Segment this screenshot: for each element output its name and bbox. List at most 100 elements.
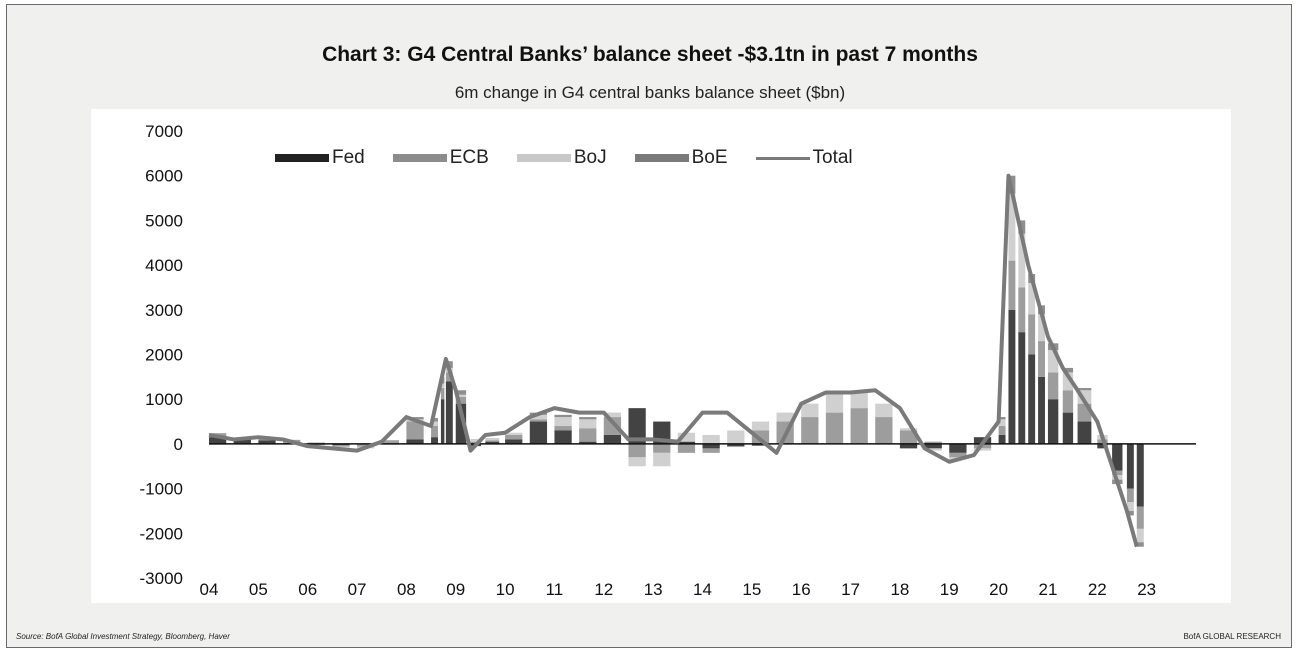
bar-ecb [825, 412, 844, 444]
legend-swatch-boj [516, 154, 571, 162]
y-tick-label: -2000 [140, 524, 183, 543]
bar-boe [1136, 542, 1144, 547]
bar-boj [470, 439, 481, 442]
bar-fed [209, 437, 227, 444]
bar-boj [431, 421, 438, 427]
x-tick-label: 20 [989, 580, 1008, 599]
bar-boj [924, 448, 942, 451]
chart-subtitle: 6m change in G4 central banks balance sh… [454, 83, 846, 102]
bar-fed [677, 441, 696, 444]
legend-label-boe: BoE [691, 147, 728, 168]
bar-ecb [899, 430, 918, 444]
y-tick-label: 5000 [145, 211, 183, 230]
bar-ecb [505, 434, 523, 440]
bar-ecb [850, 408, 868, 444]
y-tick-label: 4000 [145, 256, 183, 275]
bar-fed [505, 439, 523, 444]
bar-ecb [1008, 260, 1016, 310]
bar-boe [1077, 388, 1092, 391]
bar-boj [875, 403, 893, 418]
legend-label-fed: Fed [332, 147, 365, 168]
bar-ecb [529, 419, 548, 422]
bar-ecb [579, 428, 597, 442]
bar-boj [973, 448, 992, 451]
bar-ecb [1126, 488, 1134, 503]
bar-ecb [440, 388, 445, 400]
bar-ecb [332, 445, 350, 447]
bar-boj [998, 419, 1006, 427]
bar-fed [554, 430, 572, 444]
bar-boj [801, 403, 819, 418]
bar-boj [1008, 193, 1016, 261]
bar-boj [899, 428, 918, 431]
bar-fed [579, 441, 597, 444]
bar-boj [776, 412, 794, 422]
bar-boe [579, 417, 597, 420]
x-tick-label: 23 [1137, 580, 1156, 599]
bar-fed [440, 399, 445, 444]
bar-boj [440, 383, 445, 389]
x-tick-label: 12 [594, 580, 613, 599]
y-tick-label: 3000 [145, 301, 183, 320]
bar-ecb [1028, 314, 1036, 355]
plot-area: 7000 6000 5000 4000 3000 2000 1000 0 -1000 -2000 -… [91, 109, 1231, 603]
bar-boj [529, 414, 548, 420]
bar-ecb [1038, 341, 1045, 377]
bar-boj [579, 419, 597, 429]
bar-boj [1018, 233, 1026, 288]
x-tick-label: 13 [644, 580, 663, 599]
bar-fed [233, 439, 251, 444]
legend: Fed ECB BoJ BoE Total [275, 147, 881, 169]
bar-fed [1062, 412, 1074, 444]
bar-ecb [406, 421, 424, 440]
bar-ecb [653, 443, 671, 453]
bar-ecb [677, 443, 696, 453]
bar-fed [998, 434, 1006, 444]
x-tick-label: 07 [348, 580, 367, 599]
bar-ecb [445, 372, 453, 382]
legend-label-boj: BoJ [573, 147, 607, 168]
bar-fed [406, 439, 424, 444]
bar-ecb [1047, 372, 1059, 400]
bar-fed [485, 441, 500, 444]
bar-ecb [455, 396, 467, 404]
bar-fed [727, 443, 745, 447]
bar-fed [949, 443, 967, 453]
bar-boj [1047, 350, 1059, 373]
bar-boj [554, 417, 572, 427]
bar-boj [455, 394, 467, 397]
bar-ecb [875, 417, 893, 444]
bar-boj [850, 392, 868, 409]
legend-item-total: Total [755, 147, 853, 169]
bar-ecb [381, 441, 399, 444]
chart-title: Chart 3: G4 Central Banks’ balance sheet… [322, 43, 978, 66]
x-tick-label: 16 [792, 580, 811, 599]
bar-fed [924, 443, 942, 449]
x-tick-label: 04 [200, 580, 219, 599]
bar-ecb [1062, 390, 1074, 413]
bar-boj [751, 421, 770, 431]
chart-svg: 7000 6000 5000 4000 3000 2000 1000 0 -1000 -2000 -… [140, 122, 1196, 599]
bar-boe [1126, 510, 1134, 516]
bar-ecb [801, 417, 819, 444]
legend-label-ecb: ECB [449, 147, 489, 168]
bar-boj [702, 434, 720, 444]
bar-fed [1077, 421, 1092, 444]
legend-swatch-boe [634, 154, 689, 162]
bar-ecb [1136, 506, 1144, 529]
bar-fed [1018, 332, 1026, 444]
bar-fed [1038, 376, 1045, 444]
bar-fed [1028, 354, 1036, 444]
x-tick-label: 09 [446, 580, 465, 599]
bar-fed [258, 440, 276, 444]
bar-boj [1028, 282, 1036, 315]
legend-item-fed: Fed [275, 147, 365, 169]
x-tick-label: 21 [1038, 580, 1057, 599]
bar-boe [431, 417, 438, 422]
bar-fed [529, 421, 548, 444]
bar-ecb [431, 426, 438, 438]
bar-boj [653, 452, 671, 467]
y-tick-label: 0 [174, 435, 183, 454]
y-tick-label: 2000 [145, 346, 183, 365]
x-tick-label: 05 [249, 580, 268, 599]
